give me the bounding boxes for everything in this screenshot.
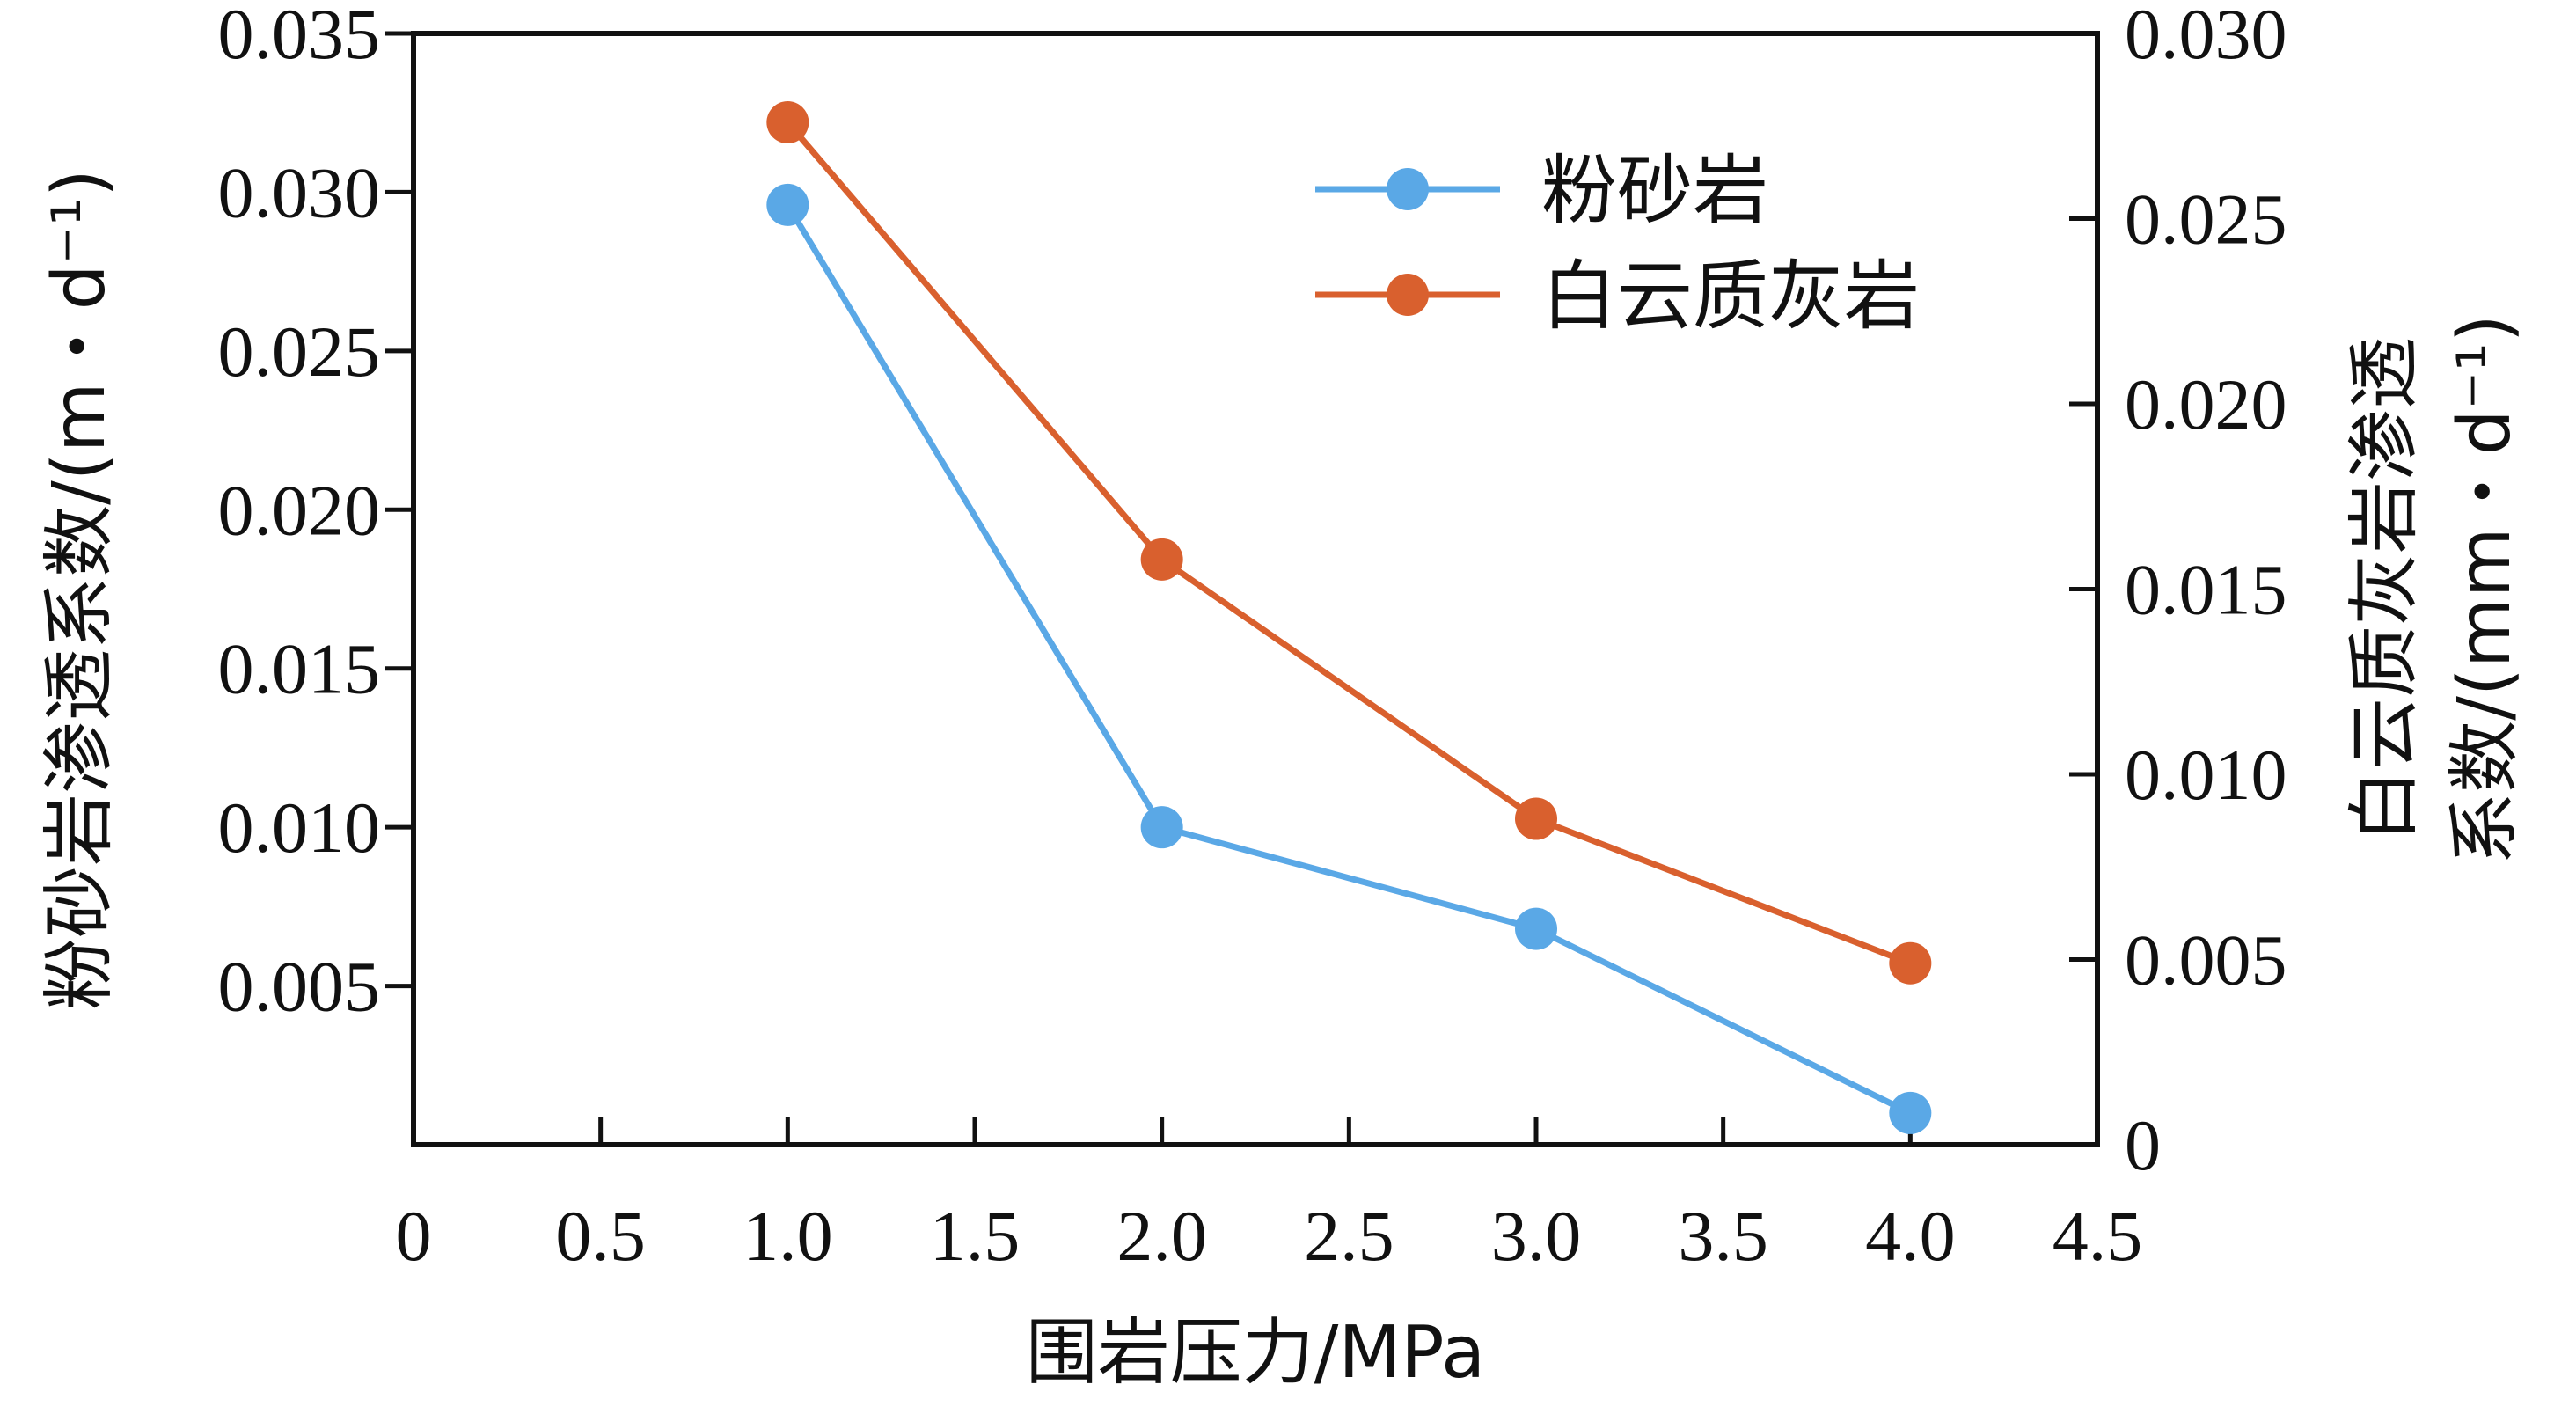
y-right-tick-label: 0.030	[2125, 0, 2287, 74]
y-right-tick-label: 0.015	[2125, 550, 2287, 630]
data-point-series-1	[1140, 538, 1183, 581]
y-right-tick-label: 0.020	[2125, 364, 2287, 444]
y-left-tick-label: 0.035	[218, 0, 381, 74]
y-right-tick-label: 0.010	[2125, 735, 2287, 815]
x-tick-label: 3.0	[1491, 1196, 1582, 1276]
legend-marker-siltstone	[1387, 168, 1429, 210]
series-line-0	[785, 203, 1912, 1117]
legend: 粉砂岩 白云质灰岩	[1315, 147, 1920, 341]
y-right-tick-label: 0.025	[2125, 179, 2287, 260]
x-tick-label: 2.0	[1116, 1196, 1207, 1276]
x-tick-label: 2.5	[1304, 1196, 1394, 1276]
x-tick-label: 1.5	[930, 1196, 1021, 1276]
legend-marker-dolomitic-limestone	[1387, 274, 1429, 316]
data-point-series-0	[1140, 806, 1183, 849]
data-point-series-1	[766, 101, 809, 144]
legend-label-siltstone: 粉砂岩	[1541, 147, 1768, 235]
y-left-tick-label: 0.020	[218, 470, 381, 550]
x-tick-label: 4.0	[1865, 1196, 1956, 1276]
x-tick-label: 0	[396, 1196, 432, 1276]
x-axis-title: 围岩压力/MPa	[1026, 1311, 1485, 1395]
data-point-series-0	[766, 183, 809, 226]
y-right-axis-title-line1: 白云质灰岩渗透	[2343, 337, 2426, 842]
y-left-tick-label: 0.015	[218, 629, 381, 709]
y-right-axis-title-line2: 系数/(mm・d⁻¹)	[2443, 314, 2527, 865]
data-point-series-1	[1889, 941, 1932, 985]
y-left-tick-label: 0.025	[218, 311, 381, 392]
x-tick-label: 0.5	[555, 1196, 646, 1276]
y-left-tick-label: 0.005	[218, 947, 381, 1027]
data-point-series-1	[1515, 797, 1557, 840]
x-tick-label: 4.5	[2053, 1196, 2143, 1276]
data-point-series-0	[1515, 907, 1557, 950]
y-right-tick-label: 0	[2125, 1105, 2161, 1185]
legend-label-dolomitic-limestone: 白云质灰岩	[1541, 253, 1920, 341]
data-point-series-0	[1889, 1091, 1932, 1134]
y-right-tick-label: 0.005	[2125, 920, 2287, 1000]
y-left-axis-title: 粉砂岩渗透系数/(m・d⁻¹)	[38, 169, 121, 1010]
y-left-tick-label: 0.010	[218, 788, 381, 868]
y-left-tick-label: 0.030	[218, 152, 381, 232]
plot-frame	[411, 31, 2100, 1147]
x-tick-label: 3.5	[1678, 1196, 1768, 1276]
x-tick-label: 1.0	[743, 1196, 833, 1276]
series-line-1	[785, 120, 1912, 966]
